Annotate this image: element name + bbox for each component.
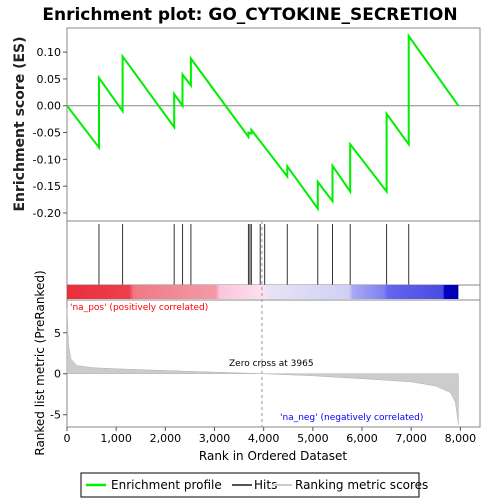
es-ytick-label: -0.20	[33, 207, 61, 220]
metric-panel-frame	[66, 299, 481, 428]
xtick-label: 8,000	[445, 432, 477, 445]
ranked-heatmap-bar	[67, 285, 459, 299]
metric-ytick-label: 5	[54, 327, 61, 340]
xtick-label: 6,000	[346, 432, 378, 445]
es-y-axis-label: Enrichment score (ES)	[12, 36, 28, 211]
enrichment-profile-line	[66, 32, 460, 212]
es-y-axis: -0.20 -0.15 -0.10 -0.05 0.00 0.05 0.10	[33, 46, 67, 220]
hits-panel-frame	[66, 220, 481, 286]
legend-label-enrichment: Enrichment profile	[111, 478, 222, 492]
x-axis-label: Rank in Ordered Dataset	[199, 449, 347, 463]
es-ytick-label: -0.15	[33, 180, 61, 193]
xtick-label: 4,000	[248, 432, 280, 445]
legend-label-hits: Hits	[254, 478, 277, 492]
xtick-label: 7,000	[395, 432, 427, 445]
chart-title: Enrichment plot: GO_CYTOKINE_SECRETION	[42, 5, 457, 25]
legend-label-ranking: Ranking metric scores	[295, 478, 428, 492]
es-ytick-label: -0.10	[33, 153, 61, 166]
xtick-label: 0	[64, 432, 71, 445]
es-ytick-label: 0.05	[37, 73, 62, 86]
hits-group	[98, 224, 410, 285]
metric-y-axis: -5 0 5	[50, 327, 67, 422]
metric-y-axis-label: Ranked list metric (PreRanked)	[33, 270, 47, 455]
metric-x-axis: 0 1,000 2,000 3,000 4,000 5,000 6,000 7,000 8,00…	[64, 427, 477, 445]
es-ytick-label: -0.05	[33, 127, 61, 140]
xtick-label: 5,000	[297, 432, 329, 445]
es-ytick-label: 0.10	[37, 46, 62, 59]
metric-ytick-label: -5	[50, 409, 61, 422]
zero-cross-label: Zero cross at 3965	[229, 359, 314, 369]
xtick-label: 3,000	[199, 432, 231, 445]
neg-correlated-label: 'na_neg' (negatively correlated)	[280, 413, 423, 423]
pos-correlated-label: 'na_pos' (positively correlated)	[70, 303, 208, 313]
xtick-label: 2,000	[150, 432, 182, 445]
es-ytick-label: 0.00	[37, 100, 62, 113]
es-panel-frame	[66, 27, 481, 222]
metric-ytick-label: 0	[54, 368, 61, 381]
xtick-label: 1,000	[100, 432, 132, 445]
